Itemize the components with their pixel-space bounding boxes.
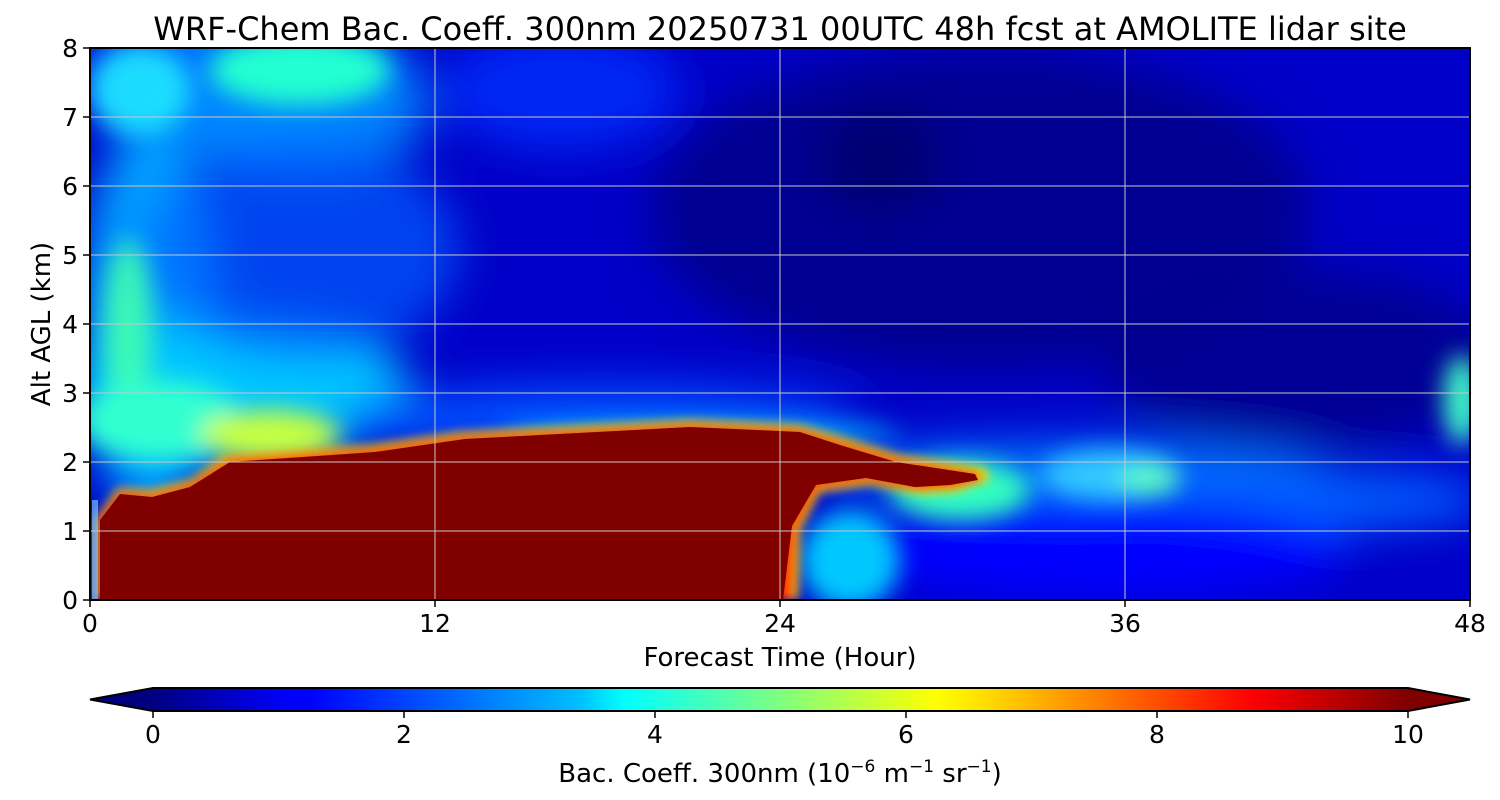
tail-green: [1120, 465, 1180, 495]
colorbar-gradient: [153, 688, 1408, 711]
x-tick-label: 0: [82, 609, 98, 638]
colorbar-tick-label: 8: [1149, 720, 1165, 749]
y-tick-label: 3: [62, 379, 78, 408]
y-axis-label: Alt AGL (km): [27, 242, 57, 406]
recovery-column: [800, 510, 900, 600]
layer-yellow: [200, 410, 340, 460]
colorbar-low-extend: [90, 688, 153, 711]
right-edge-plume: [1444, 355, 1470, 445]
surface-edge: [92, 500, 98, 600]
saturated-layer: [100, 427, 978, 600]
colorbar-tick-label: 10: [1392, 720, 1424, 749]
y-tick-label: 8: [62, 34, 78, 63]
colorbar-ticks: 0 2 4 6 8 10: [145, 711, 1424, 749]
colorbar-tick-label: 6: [898, 720, 914, 749]
y-tick-label: 7: [62, 103, 78, 132]
y-tick-label: 4: [62, 310, 78, 339]
field-elevated-halo: [140, 140, 460, 360]
colorbar-tick-label: 4: [647, 720, 663, 749]
column-core: [103, 240, 153, 420]
y-tick-label: 2: [62, 448, 78, 477]
field-upper-drift: [440, 48, 680, 150]
plume-left: [90, 48, 190, 135]
field-dark-core-1: [650, 50, 1310, 370]
y-tick-label: 5: [62, 241, 78, 270]
y-ticks: 0 1 2 3 4 5 6 7 8: [62, 34, 90, 615]
colorbar-label: Bac. Coeff. 300nm (10−6 m−1 sr−1): [558, 757, 1001, 789]
y-tick-label: 1: [62, 517, 78, 546]
colorbar-high-extend: [1408, 688, 1470, 711]
colorbar-tick-label: 2: [396, 720, 412, 749]
backscatter-field: [90, 48, 1470, 600]
y-tick-label: 6: [62, 172, 78, 201]
x-tick-label: 12: [419, 609, 451, 638]
x-ticks: 0 12 24 36 48: [82, 600, 1486, 638]
colorbar: 0 2 4 6 8 10 Bac. Coeff. 300nm (10−6 m−1 sr−1…: [89, 687, 1471, 789]
field-dark-spot: [820, 110, 940, 210]
x-tick-label: 36: [1109, 609, 1141, 638]
y-tick-label: 0: [62, 586, 78, 615]
x-tick-label: 24: [764, 609, 796, 638]
colorbar-tick-label: 0: [145, 720, 161, 749]
x-tick-label: 48: [1454, 609, 1486, 638]
field-dark-core-2: [1100, 270, 1470, 450]
x-axis-label: Forecast Time (Hour): [643, 643, 916, 673]
chart-title: WRF-Chem Bac. Coeff. 300nm 20250731 00UT…: [153, 10, 1407, 48]
plume-core: [210, 48, 390, 105]
field-lower-band: [850, 500, 1350, 600]
